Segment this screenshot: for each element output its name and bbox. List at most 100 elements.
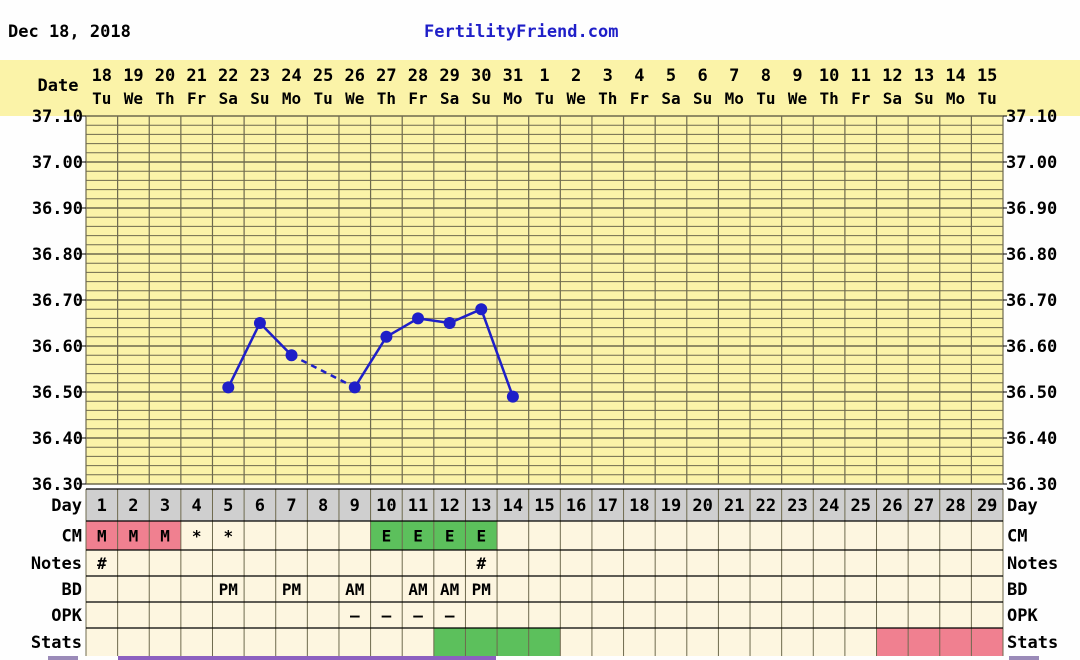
date-label: 20 (155, 66, 175, 86)
date-label: 1 (539, 66, 549, 86)
row-label-left: OPK (51, 606, 82, 626)
y-tick-left: 36.30 (32, 475, 83, 495)
temp-point[interactable] (348, 381, 361, 394)
cell-cm: * (192, 527, 202, 546)
weekday-label: Fr (187, 89, 206, 108)
temp-point[interactable] (222, 381, 235, 394)
date-label: 14 (945, 66, 965, 86)
row-label-left: CM (62, 527, 82, 547)
cell-bd: AM (408, 580, 427, 599)
date-label: 19 (123, 66, 143, 86)
y-tick-left: 37.10 (32, 107, 83, 127)
cell-bd: AM (345, 580, 364, 599)
cell-days: 20 (692, 496, 712, 516)
date-label: 3 (603, 66, 613, 86)
weekday-label: Fr (630, 89, 649, 108)
y-tick-right: 36.90 (1006, 199, 1057, 219)
cell-days: 15 (534, 496, 554, 516)
row-bg-notes (86, 550, 1003, 576)
weekday-label: Su (693, 89, 712, 108)
temp-point[interactable] (412, 312, 425, 325)
y-tick-right: 36.30 (1006, 475, 1057, 495)
cm-cell-eggwhite (370, 521, 403, 550)
weekday-label: Sa (883, 89, 902, 108)
cell-cm: E (413, 527, 423, 546)
weekday-label: Su (914, 89, 933, 108)
weekday-label: Tu (756, 89, 775, 108)
date-label: 30 (471, 66, 491, 86)
temp-point[interactable] (506, 390, 519, 403)
date-label: 21 (186, 66, 206, 86)
stats-cell-pink (876, 628, 909, 656)
cell-days: 23 (787, 496, 807, 516)
weekday-label: We (788, 89, 807, 108)
weekday-label: Th (155, 89, 174, 108)
header-strip (0, 60, 1080, 116)
site-link[interactable]: FertilityFriend.com (424, 22, 619, 42)
cell-days: 14 (503, 496, 523, 516)
temp-point[interactable] (285, 349, 298, 362)
date-label: 10 (819, 66, 839, 86)
cell-bd: AM (440, 580, 459, 599)
cell-days: 16 (566, 496, 586, 516)
weekday-label: Fr (851, 89, 870, 108)
stats-cell-fertile (497, 628, 529, 656)
cell-days: 22 (756, 496, 776, 516)
weekday-label: We (345, 89, 364, 108)
y-tick-right: 37.10 (1006, 107, 1057, 127)
y-tick-right: 36.60 (1006, 337, 1057, 357)
temp-point[interactable] (475, 303, 488, 316)
date-row-label: Date (38, 76, 79, 96)
row-label-left: Notes (31, 554, 82, 574)
stats-cell-pink (971, 628, 1003, 656)
weekday-label: Tu (535, 89, 554, 108)
y-tick-left: 36.60 (32, 337, 83, 357)
cell-cm: E (445, 527, 455, 546)
y-tick-left: 37.00 (32, 153, 83, 173)
weekday-label: Tu (978, 89, 997, 108)
cell-bd: PM (472, 580, 491, 599)
cell-notes: # (476, 554, 486, 573)
weekday-label: Mo (282, 89, 301, 108)
row-bg-opk (86, 602, 1003, 628)
cell-days: 9 (350, 496, 360, 516)
date-label: 18 (92, 66, 112, 86)
cm-cell-menstrual (117, 521, 150, 550)
cell-days: 2 (128, 496, 138, 516)
row-bg-bd (86, 576, 1003, 602)
weekday-label: Sa (661, 89, 680, 108)
date-label: 26 (345, 66, 365, 86)
cm-cell-eggwhite (465, 521, 498, 550)
cell-bd: PM (282, 580, 301, 599)
cell-days: 21 (724, 496, 744, 516)
temp-point[interactable] (253, 317, 266, 329)
series-segment (353, 336, 388, 389)
cell-cm: E (382, 527, 392, 546)
row-label-right: BD (1007, 580, 1027, 600)
weekday-label: Tu (92, 89, 111, 108)
cell-days: 1 (97, 496, 107, 516)
date-label: 29 (439, 66, 459, 86)
cell-days: 28 (945, 496, 965, 516)
weekday-label: We (124, 89, 143, 108)
cm-cell-eggwhite (402, 521, 434, 550)
cell-days: 24 (819, 496, 839, 516)
stats-cell-fertile (433, 628, 466, 656)
cell-days: 27 (914, 496, 934, 516)
stats-cell-fertile (528, 628, 561, 656)
y-tick-left: 36.90 (32, 199, 83, 219)
temp-point[interactable] (380, 330, 393, 343)
temp-point[interactable] (443, 317, 456, 329)
cell-days: 17 (597, 496, 617, 516)
cell-days: 12 (439, 496, 459, 516)
weekday-label: Fr (408, 89, 427, 108)
weekday-label: Th (819, 89, 838, 108)
footer-bar (118, 656, 496, 660)
cm-cell-eggwhite (433, 521, 466, 550)
series-segment (385, 317, 419, 338)
cell-days: 3 (160, 496, 170, 516)
cell-days: 6 (255, 496, 265, 516)
weekday-label: Mo (946, 89, 965, 108)
cell-days: 5 (223, 496, 233, 516)
cm-cell-menstrual (149, 521, 181, 550)
